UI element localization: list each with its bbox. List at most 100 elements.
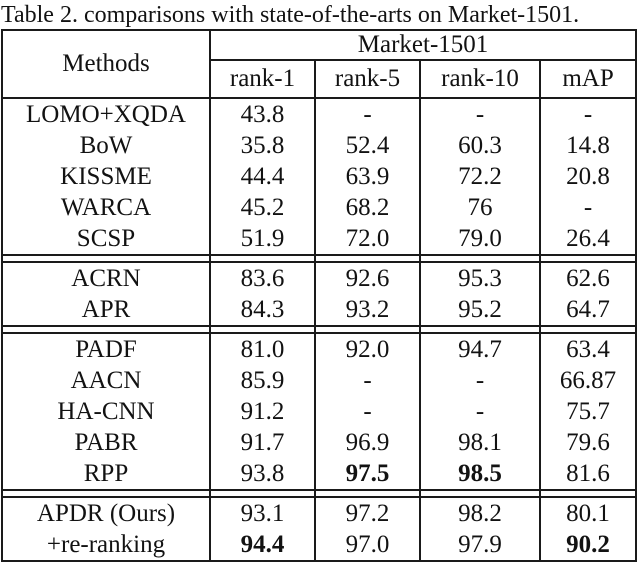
- group-separator-cell: [419, 325, 540, 334]
- method-cell: PADF: [75, 335, 137, 363]
- value-cell: 90.2: [538, 529, 637, 561]
- col-header-map: mAP: [538, 60, 637, 98]
- group-separator: [2, 325, 637, 334]
- value-cell: 83.6: [209, 262, 315, 294]
- value-cell: 60.3: [419, 130, 540, 161]
- method-cell: ACRN: [71, 264, 141, 292]
- results-table: Methods Market-1501 rank-1 rank-5 rank-1…: [1, 29, 638, 562]
- group-separator-cell: [2, 254, 210, 263]
- table-row: SCSP 51.9 72.0 79.0 26.4: [2, 223, 637, 255]
- value-cell: 26.4: [538, 223, 637, 255]
- value-cell: 72.0: [314, 223, 420, 255]
- value-cell: 98.1: [419, 427, 540, 458]
- method-cell: APDR (Ours): [36, 499, 176, 527]
- header-row-dataset: Methods Market-1501: [2, 30, 637, 77]
- value-cell: -: [314, 365, 420, 396]
- value-cell: 63.9: [314, 161, 420, 192]
- table-row: PABR 91.7 96.9 98.1 79.6: [2, 427, 637, 458]
- table-row: LOMO+XQDA 43.8- - -: [2, 98, 637, 130]
- method-cell: BoW: [79, 131, 133, 159]
- header-row-metrics: rank-1 rank-5 rank-10 mAP: [2, 60, 637, 98]
- method-cell: LOMO+XQDA: [26, 100, 186, 128]
- group-separator-cell: [314, 489, 420, 498]
- method-cell: KISSME: [60, 162, 152, 190]
- group-separator-cell: [538, 325, 637, 334]
- value-cell: 45.2: [209, 192, 315, 223]
- value-cell: 44.4: [209, 161, 315, 192]
- group-separator-cell: [314, 254, 420, 263]
- group-separator-cell: [209, 325, 315, 334]
- value-cell: 75.7: [538, 396, 637, 427]
- group-separator-cell: [419, 489, 540, 498]
- value-cell: -: [314, 98, 420, 130]
- table-row: ACRN 83.6 92.6 95.3 62.6: [2, 262, 637, 294]
- table-row: +re-ranking 94.4 97.0 97.9 90.2: [2, 529, 637, 561]
- value-cell: 97.5: [314, 458, 420, 490]
- table-row: APR 84.3 93.2 95.2 64.7: [2, 294, 637, 326]
- value-cell: 93.8: [209, 458, 315, 490]
- group-separator-cell: [538, 489, 637, 498]
- value-cell: 81.6: [538, 458, 637, 490]
- group-separator-cell: [314, 325, 420, 334]
- value-cell: 96.9: [314, 427, 420, 458]
- group-separator: [2, 254, 637, 263]
- method-cell: AACN: [70, 366, 142, 394]
- methods-header: Methods: [62, 50, 150, 77]
- group-separator: [2, 489, 637, 498]
- value-cell: 66.87: [538, 365, 637, 396]
- method-cell: APR: [81, 295, 131, 323]
- table-row: AACN 85.9- -66.87: [2, 365, 637, 396]
- table-body: LOMO+XQDA 43.8- - - BoW 35.8 52.4 60.3 14.8 KISSM…: [2, 98, 637, 561]
- col-header-rank-10: rank-10: [419, 60, 540, 98]
- value-cell: 92.6: [314, 262, 420, 294]
- table-row: RPP 93.8 97.5 98.5 81.6: [2, 458, 637, 490]
- value-cell: 97.2: [314, 497, 420, 529]
- method-cell: PABR: [74, 428, 138, 456]
- value-cell: 62.6: [538, 262, 637, 294]
- value-cell: 64.7: [538, 294, 637, 326]
- table-header: Methods Market-1501 rank-1 rank-5 rank-1…: [2, 30, 637, 98]
- value-cell: -: [538, 192, 637, 223]
- table-row: PADF 81.0 92.0 94.7 63.4: [2, 333, 637, 365]
- value-cell: 81.0: [209, 333, 315, 365]
- value-cell: 91.7: [209, 427, 315, 458]
- value-cell: 95.3: [419, 262, 540, 294]
- value-cell: 80.1: [538, 497, 637, 529]
- value-cell: 93.1: [209, 497, 315, 529]
- value-cell: 97.0: [314, 529, 420, 561]
- method-cell: WARCA: [60, 193, 152, 221]
- value-cell: -: [538, 98, 637, 130]
- table-row: BoW 35.8 52.4 60.3 14.8: [2, 130, 637, 161]
- group-separator-cell: [538, 254, 637, 263]
- value-cell: 14.8: [538, 130, 637, 161]
- value-cell: 92.0: [314, 333, 420, 365]
- value-cell: 93.2: [314, 294, 420, 326]
- value-cell: -: [419, 365, 540, 396]
- group-separator-cell: [209, 489, 315, 498]
- table-row: APDR (Ours) 93.1 97.2 98.2 80.1: [2, 497, 637, 529]
- value-cell: 51.9: [209, 223, 315, 255]
- value-cell: 98.2: [419, 497, 540, 529]
- method-cell: SCSP: [76, 224, 136, 252]
- value-cell: 79.0: [419, 223, 540, 255]
- group-separator-cell: [209, 254, 315, 263]
- table-row: HA-CNN 91.2- -75.7: [2, 396, 637, 427]
- value-cell: 91.2: [209, 396, 315, 427]
- value-cell: 94.4: [209, 529, 315, 561]
- method-cell: RPP: [83, 459, 129, 487]
- value-cell: 85.9: [209, 365, 315, 396]
- value-cell: 35.8: [209, 130, 315, 161]
- value-cell: 43.8: [209, 98, 315, 130]
- value-cell: 98.5: [419, 458, 540, 490]
- value-cell: 76: [419, 192, 540, 223]
- value-cell: -: [419, 396, 540, 427]
- value-cell: 84.3: [209, 294, 315, 326]
- method-cell: HA-CNN: [57, 397, 155, 425]
- value-cell: 52.4: [314, 130, 420, 161]
- method-cell: +re-ranking: [46, 530, 166, 558]
- value-cell: 97.9: [419, 529, 540, 561]
- value-cell: 20.8: [538, 161, 637, 192]
- dataset-header: Market-1501: [208, 30, 637, 61]
- table-row: WARCA 45.2 68.2 76-: [2, 192, 637, 223]
